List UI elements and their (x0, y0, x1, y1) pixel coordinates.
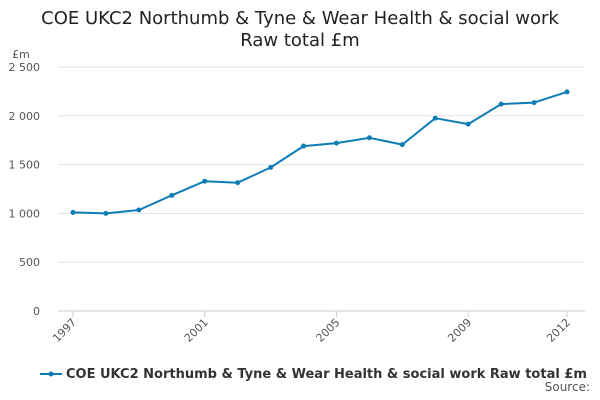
grid-lines (58, 66, 585, 263)
data-point-1997 (70, 209, 76, 215)
tick-labels: 0 500 1 000 1 500 2 000 2 500£m 1997 2001 2005 20… (9, 48, 574, 345)
data-point-1999 (136, 207, 142, 213)
data-point-2005 (333, 140, 339, 146)
chart-title: COE UKC2 Northumb & Tyne & Wear Health &… (0, 8, 600, 52)
series-layer (70, 89, 570, 216)
y-tick-label-1500: 1 500 (9, 159, 41, 172)
x-tick-label-1997: 1997 (50, 316, 79, 345)
x-tick-label-2009: 2009 (445, 316, 474, 345)
data-point-2009 (465, 121, 471, 127)
data-point-2004 (301, 143, 307, 149)
legend-label: COE UKC2 Northumb & Tyne & Wear Health &… (66, 366, 587, 382)
series-line-0 (72, 90, 568, 215)
data-point-1998 (103, 210, 109, 216)
data-point-2001 (202, 178, 208, 184)
data-point-2012 (564, 89, 570, 95)
data-point-2008 (432, 115, 438, 121)
x-tick-label-2005: 2005 (314, 316, 343, 345)
data-point-2006 (366, 135, 372, 141)
y-tick-label-2000: 2 000 (9, 110, 41, 123)
chart-title-line-2: Raw total £m (240, 30, 360, 51)
axes (58, 310, 585, 317)
data-point-2002 (235, 180, 241, 186)
data-point-2003 (268, 165, 274, 171)
data-point-2010 (498, 101, 504, 107)
data-point-2007 (399, 142, 405, 148)
x-tick-label-2001: 2001 (182, 316, 211, 345)
x-tick-label-2012: 2012 (544, 316, 573, 345)
y-tick-label-1000: 1 000 (9, 207, 41, 220)
data-point-2000 (169, 192, 175, 198)
legend-swatch-icon (40, 371, 62, 377)
y-tick-label-0: 0 (33, 305, 40, 318)
chart-title-line-1: COE UKC2 Northumb & Tyne & Wear Health &… (41, 8, 559, 29)
y-axis-unit-label: £m (12, 48, 30, 61)
source-label: Source: (544, 380, 590, 394)
data-point-2011 (531, 100, 537, 106)
legend[interactable]: COE UKC2 Northumb & Tyne & Wear Health &… (40, 364, 587, 384)
y-tick-label-500: 500 (19, 256, 40, 269)
y-tick-label-2500: 2 500 (9, 61, 41, 74)
